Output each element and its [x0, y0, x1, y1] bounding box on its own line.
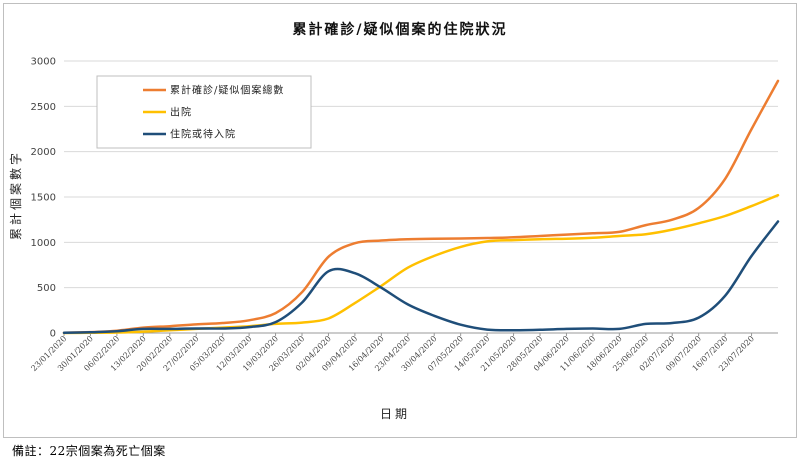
y-tick-label: 1500	[31, 193, 56, 204]
y-tick-label: 2500	[31, 102, 56, 113]
legend-label-0: 累計確診/疑似個案總數	[170, 84, 284, 97]
series-line-1	[62, 193, 780, 335]
x-tick-labels: 23/01/202030/01/202006/02/202013/02/2020…	[29, 333, 756, 373]
legend-label-2: 住院或待入院	[170, 128, 236, 141]
y-tick-label: 0	[50, 329, 56, 340]
chart-frame	[3, 3, 797, 438]
y-tick-label: 2000	[31, 147, 56, 158]
chart-title: 累計確診/疑似個案的住院狀況	[292, 21, 507, 38]
footnote: 備註：22宗個案為死亡個案	[12, 444, 166, 458]
y-axis-label: 累計個案數字	[8, 150, 23, 240]
series-lines	[62, 79, 780, 335]
legend-label-1: 出院	[170, 106, 192, 119]
series-line-2	[62, 220, 780, 335]
y-tick-label: 500	[37, 283, 56, 294]
y-tick-label: 3000	[31, 57, 56, 68]
x-axis-label: 日期	[380, 407, 410, 421]
y-tick-labels: 0 500 1000 1500 2000 2500 3000	[31, 57, 56, 340]
series-line-0	[62, 79, 780, 335]
y-tick-label: 1000	[31, 238, 56, 249]
chart-canvas: 累計確診/疑似個案的住院狀況 050010001500200025003000 …	[8, 21, 780, 421]
legend-box	[96, 75, 312, 149]
